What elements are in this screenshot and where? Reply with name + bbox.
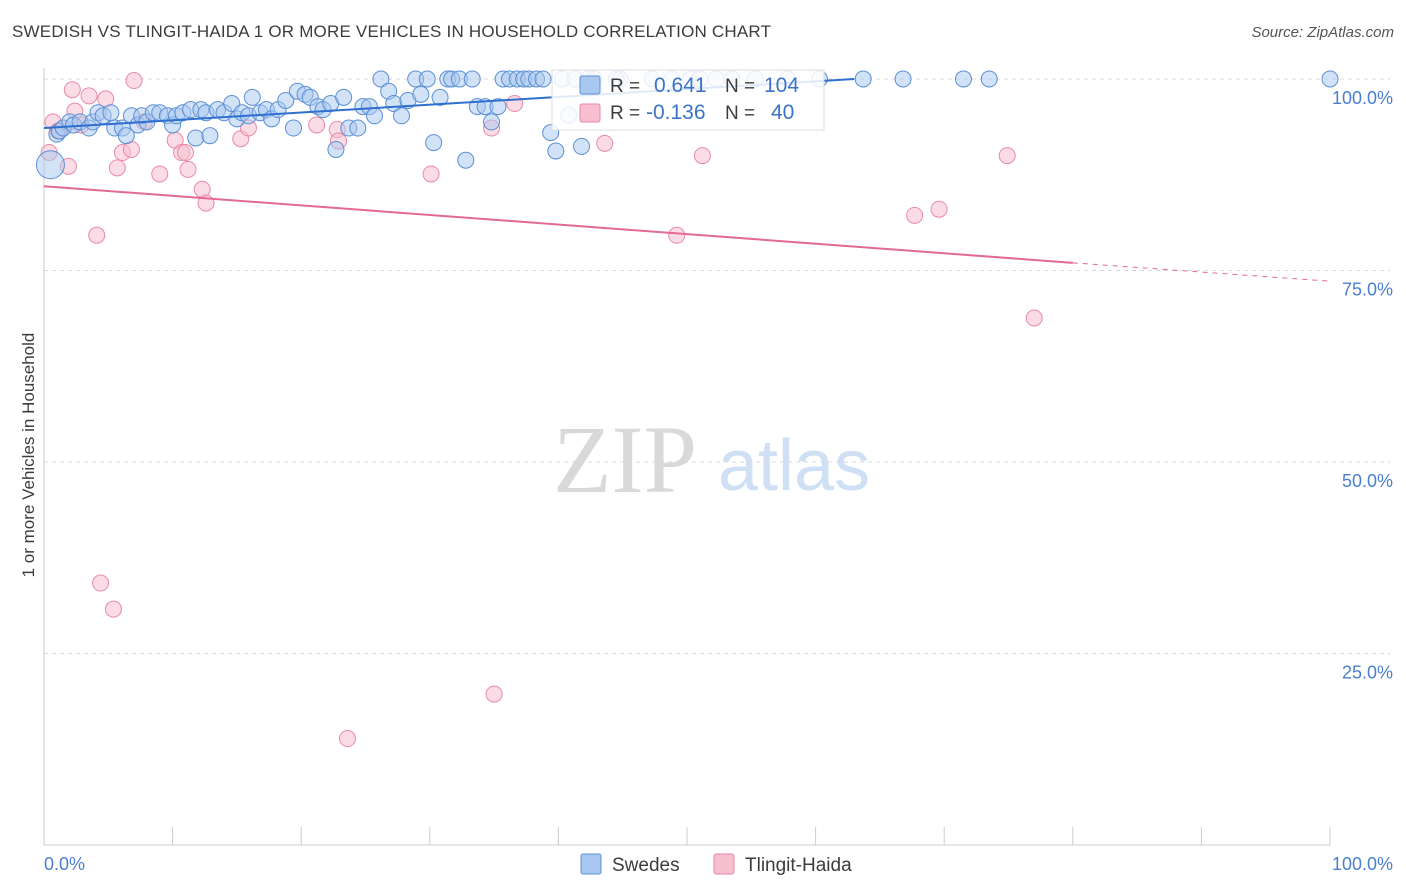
y-axis-label: 1 or more Vehicles in Household [19, 333, 38, 578]
tlingit-trend-extension [1072, 262, 1331, 282]
legend-label-tlingit: Tlingit-Haida [745, 855, 852, 876]
tlingit-point [338, 730, 356, 748]
legend-swatch-tlingit [713, 853, 735, 875]
swedes-point [284, 119, 302, 137]
stats-n-label-tlingit: N = [725, 103, 755, 124]
y-tick-label: 75.0% [1342, 280, 1393, 300]
tlingit-point [88, 226, 106, 244]
swedes-point [489, 98, 507, 116]
swedes-point [327, 140, 345, 158]
tlingit-point [179, 160, 197, 178]
swedes-point [335, 88, 353, 106]
legend-label-swedes: Swedes [612, 855, 680, 876]
tlingit-point [125, 72, 143, 90]
tlingit-point [998, 147, 1016, 165]
tlingit-point [596, 134, 614, 152]
tlingit-point [92, 574, 110, 592]
swedes-point [425, 134, 443, 152]
swedes-point [463, 70, 481, 88]
stats-r-value-tlingit: -0.136 [646, 101, 706, 124]
swedes-point [894, 70, 912, 88]
source-label: Source: ZipAtlas.com [1251, 24, 1394, 41]
stats-swatch-swedes [579, 75, 601, 95]
swedes-point [349, 119, 367, 137]
swedes-point [534, 70, 552, 88]
tlingit-point [930, 200, 948, 218]
swedes-point [372, 70, 390, 88]
stats-n-value-tlingit: 40 [771, 101, 794, 124]
swedes-point [412, 85, 430, 103]
swedes-point [117, 127, 135, 145]
tlingit-point [104, 600, 122, 618]
tlingit-point [151, 165, 169, 183]
swedes-point [547, 142, 565, 160]
swedes-point [393, 107, 411, 125]
tlingit-point [108, 159, 126, 177]
swedes-point [954, 70, 972, 88]
swedes-point [418, 70, 436, 88]
swedes-point [457, 151, 475, 169]
tlingit-point [422, 165, 440, 183]
tlingit-point [485, 685, 503, 703]
stats-r-label-tlingit: R = [610, 103, 640, 124]
tlingit-points [40, 72, 1043, 748]
x-tick-label: 100.0% [1332, 854, 1393, 874]
stats-n-label-swedes: N = [725, 76, 755, 97]
tlingit-point [176, 144, 194, 162]
tlingit-trend-line [43, 185, 1073, 264]
swedes-point [1321, 70, 1339, 88]
tlingit-point [1025, 309, 1043, 327]
swedes-point [35, 150, 65, 180]
y-tick-label: 100.0% [1332, 88, 1393, 108]
watermark-zip: ZIP [553, 406, 697, 513]
swedes-point [102, 104, 120, 122]
tlingit-point [80, 87, 98, 105]
tlingit-point [693, 147, 711, 165]
x-tick-labels: 0.0% 100.0% [44, 854, 1393, 874]
axes [43, 68, 1331, 846]
stats-r-value-swedes: 0.641 [654, 74, 707, 97]
swedes-point [366, 107, 384, 125]
stats-n-value-swedes: 104 [764, 74, 799, 97]
swedes-point [243, 88, 261, 106]
stats-r-label-swedes: R = [610, 76, 640, 97]
tlingit-point [906, 206, 924, 224]
tlingit-point [308, 116, 326, 134]
swedes-point [980, 70, 998, 88]
y-tick-label: 25.0% [1342, 663, 1393, 683]
y-tick-labels: 25.0% 50.0% 75.0% 100.0% [1332, 88, 1393, 683]
y-tick-label: 50.0% [1342, 471, 1393, 491]
swedes-point [201, 127, 219, 145]
swedes-point [187, 129, 205, 147]
stats-box: R = 0.641 N = 104 R = -0.136 N = 40 [551, 69, 825, 131]
swedes-point [483, 113, 501, 131]
swedes-point [854, 70, 872, 88]
swedes-point [573, 137, 591, 155]
tlingit-point [668, 226, 686, 244]
x-tick-label: 0.0% [44, 854, 85, 874]
watermark-atlas: atlas [718, 426, 870, 506]
legend: Swedes Tlingit-Haida [580, 853, 852, 876]
tlingit-point [63, 81, 81, 99]
swedes-point [431, 88, 449, 106]
tlingit-point [506, 95, 524, 113]
gridlines [44, 78, 1390, 654]
chart-title: SWEDISH VS TLINGIT-HAIDA 1 OR MORE VEHIC… [12, 22, 772, 41]
stats-swatch-tlingit [579, 103, 601, 123]
swedes-point [277, 91, 295, 109]
legend-swatch-swedes [580, 853, 602, 875]
